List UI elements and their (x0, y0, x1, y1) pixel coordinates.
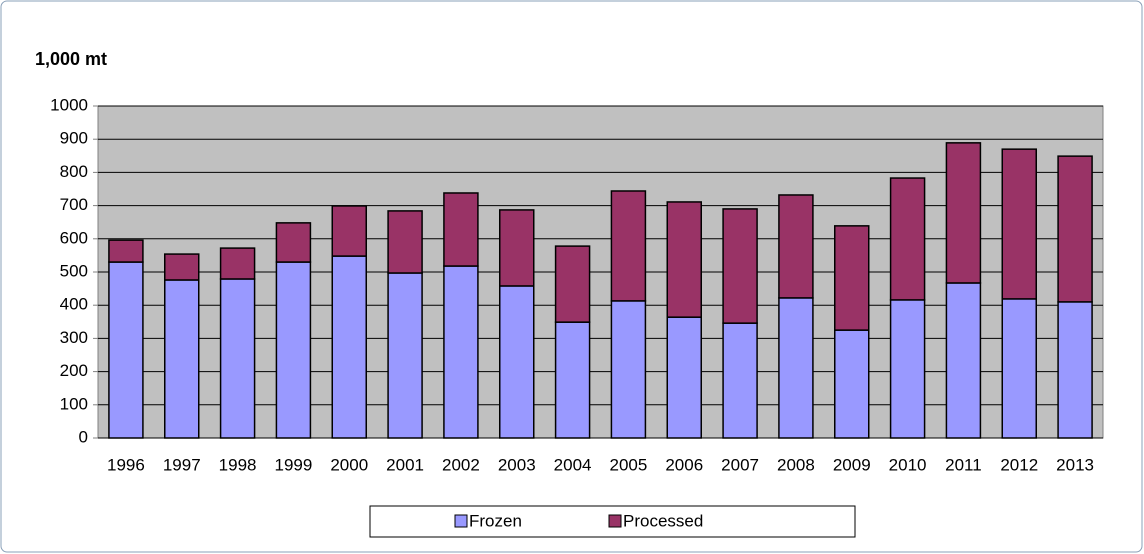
x-tick-label: 2005 (610, 455, 648, 474)
bar-segment (499, 285, 535, 439)
legend-label: Frozen (469, 511, 522, 530)
bar-segment (554, 245, 591, 323)
bar-segment (722, 208, 758, 324)
bar-segment (945, 142, 982, 284)
y-tick-label: 600 (60, 228, 88, 247)
x-tick-label: 2011 (945, 455, 982, 474)
bar-segment (834, 329, 870, 439)
bar-segment (443, 265, 479, 439)
bar-segment (945, 282, 982, 439)
bar-segment (1057, 301, 1093, 439)
bar-segment (610, 300, 647, 439)
y-tick-label: 400 (60, 295, 88, 314)
bar-segment (443, 192, 479, 267)
x-tick-label: 2003 (498, 455, 536, 474)
bar-segment (834, 225, 870, 331)
legend-swatch (454, 514, 468, 528)
bar-segment (275, 222, 312, 263)
x-tick-label: 2013 (1056, 455, 1094, 474)
bar-segment (331, 205, 367, 257)
bar-segment (108, 239, 144, 263)
y-tick-label: 300 (60, 328, 88, 347)
bar-segment (108, 261, 144, 439)
bar-segment (219, 247, 256, 280)
bar-segment (387, 210, 423, 274)
bar-segment (889, 299, 926, 439)
bar-segment (1057, 155, 1093, 303)
chart-title: 1,000 mt (35, 49, 107, 69)
y-tick-label: 0 (79, 427, 88, 446)
y-tick-label: 900 (60, 129, 88, 148)
bar-segment (387, 272, 423, 439)
bar-segment (1001, 148, 1037, 300)
bar-segment (164, 279, 200, 439)
bar-segment (164, 253, 200, 281)
bar-segment (778, 194, 814, 299)
x-tick-label: 2007 (721, 455, 759, 474)
x-tick-label: 2012 (1000, 455, 1038, 474)
y-tick-label: 800 (60, 162, 88, 181)
y-tick-label: 500 (60, 261, 88, 280)
bar-segment (275, 261, 312, 439)
x-tick-label: 2006 (665, 455, 703, 474)
x-tick-label: 2008 (777, 455, 815, 474)
x-tick-label: 2002 (442, 455, 480, 474)
bar-segment (666, 316, 702, 439)
bar-segment (666, 201, 702, 318)
x-tick-label: 1996 (107, 455, 145, 474)
x-tick-label: 2001 (386, 455, 424, 474)
y-tick-label: 100 (60, 394, 88, 413)
bar-segment (1001, 298, 1037, 439)
y-tick-label: 1000 (50, 95, 88, 114)
bar-segment (778, 297, 814, 439)
y-tick-label: 200 (60, 361, 88, 380)
legend-swatch (608, 514, 622, 528)
y-tick-label: 700 (60, 195, 88, 214)
legend-label: Processed (623, 511, 703, 530)
x-tick-label: 1997 (163, 455, 201, 474)
x-tick-label: 2000 (330, 455, 368, 474)
x-tick-label: 1999 (275, 455, 313, 474)
bar-segment (219, 278, 256, 439)
bar-segment (331, 255, 367, 439)
bar-segment (610, 190, 647, 302)
x-tick-label: 1998 (219, 455, 257, 474)
x-tick-label: 2010 (889, 455, 927, 474)
bar-segment (722, 322, 758, 439)
bar-segment (889, 177, 926, 301)
x-tick-label: 2004 (554, 455, 592, 474)
bar-segment (554, 321, 591, 439)
x-tick-label: 2009 (833, 455, 871, 474)
bar-segment (499, 209, 535, 287)
